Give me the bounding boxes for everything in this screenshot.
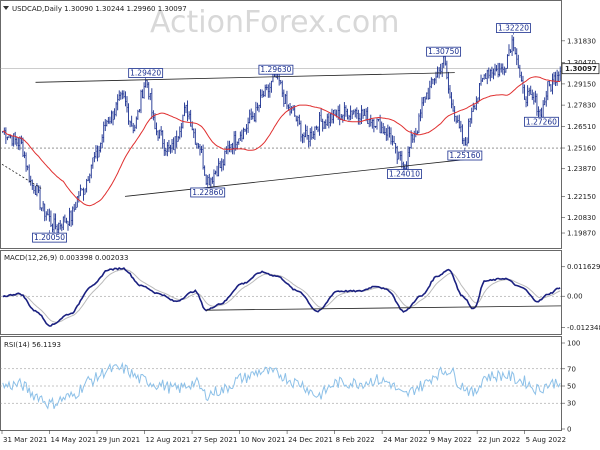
y-tick-label: 1.27830 [567,102,596,110]
x-tick-label: 5 Aug 2022 [526,436,566,444]
callout-label: 1.27260 [526,117,557,126]
x-tick-label: 14 May 2021 [51,436,97,444]
current-price-label: 1.30097 [565,65,597,73]
macd-panel-title: MACD(12,26,9) 0.003398 0.002033 [4,254,128,262]
moving-average-line [2,76,561,207]
dropdown-arrow-icon [3,6,9,10]
callout-box [32,232,67,243]
y-tick-label: 1.22150 [567,193,596,201]
callout-box [387,169,422,179]
callout-box [128,68,164,78]
x-tick-label: 24 Dec 2021 [288,436,333,444]
macd-y-tick-label: 0.011629 [567,263,600,271]
x-axis: 31 Mar 2021 14 May 2021 29 Jun 2021 12 Aug … [1,430,566,444]
x-tick-label: 22 Jun 2022 [478,436,520,444]
x-tick-label: 10 Nov 2021 [241,436,286,444]
rsi-panel-title: RSI(14) 56.1193 [4,341,61,349]
x-tick-label: 12 Aug 2021 [146,436,191,444]
price-panel-title-group: USDCAD,Daily 1.30090 1.30244 1.29960 1.3… [3,5,187,13]
callout-label: 1.20050 [34,233,65,242]
rsi-y-tick-label: 100 [567,340,580,348]
price-panel-frame [0,0,562,249]
y-tick-label: 1.20830 [567,214,596,222]
macd-y-tick-label: 0.00 [567,293,583,301]
x-tick-label: 8 Feb 2022 [336,436,375,444]
price-panel-title: USDCAD,Daily 1.30090 1.30244 1.29960 1.3… [12,5,187,13]
rsi-y-tick-label: 0 [567,426,571,434]
x-tick-label: 27 Sep 2021 [193,436,237,444]
macd-y-axis: 0.011629 0.00 -0.012348 [561,263,600,332]
callout-label: 1.30750 [428,47,459,56]
trendline [1,163,42,189]
macd-signal-line [2,268,561,323]
callout-box [447,150,483,161]
x-tick-label: 9 May 2022 [431,436,472,444]
x-tick-label: 29 Jun 2021 [98,436,140,444]
rsi-line [2,361,561,410]
rsi-plot [0,361,561,410]
y-tick-label: 1.31830 [567,37,596,45]
rsi-y-tick-label: 50 [567,383,576,391]
y-tick-label: 1.25160 [567,145,596,153]
rsi-y-axis: 100 70 50 30 0 [561,340,580,434]
callout-label: 1.25160 [449,151,480,160]
macd-plot [0,267,562,327]
y-tick-label: 1.29150 [567,80,596,88]
callout-label: 1.29420 [130,69,161,78]
callout-label: 1.29630 [260,65,291,74]
price-callouts: 1.20050 1.29420 1.22860 1.29630 1.24010 1.307… [32,23,559,243]
x-tick-label: 24 Mar 2022 [383,436,427,444]
macd-trendline [206,305,562,311]
callout-label: 1.24010 [389,169,420,178]
callout-box [190,187,226,198]
current-price-tag [561,63,600,75]
callout-box [496,23,531,33]
trendline [124,159,467,197]
trendline [35,72,455,83]
price-y-axis: 1.31830 1.30470 1.29150 1.27830 1.26510 1.251… [561,37,600,238]
rsi-y-tick-label: 30 [567,400,576,408]
rsi-y-tick-label: 70 [567,365,576,373]
watermark: ActionForex.com [150,5,399,40]
callout-box [524,116,559,127]
macd-y-tick-label: -0.012348 [567,324,600,332]
callout-label: 1.32220 [498,24,529,33]
macd-line [2,267,561,327]
callout-box [426,46,462,57]
y-tick-label: 1.26510 [567,123,596,131]
y-tick-label: 1.19870 [567,230,596,238]
callout-label: 1.22860 [192,188,223,197]
callout-box [258,64,294,75]
y-tick-label: 1.30470 [567,59,596,67]
rsi-panel-frame [0,336,562,431]
macd-panel-frame [0,250,562,335]
x-tick-label: 31 Mar 2021 [3,436,47,444]
y-tick-label: 1.23870 [567,165,596,173]
